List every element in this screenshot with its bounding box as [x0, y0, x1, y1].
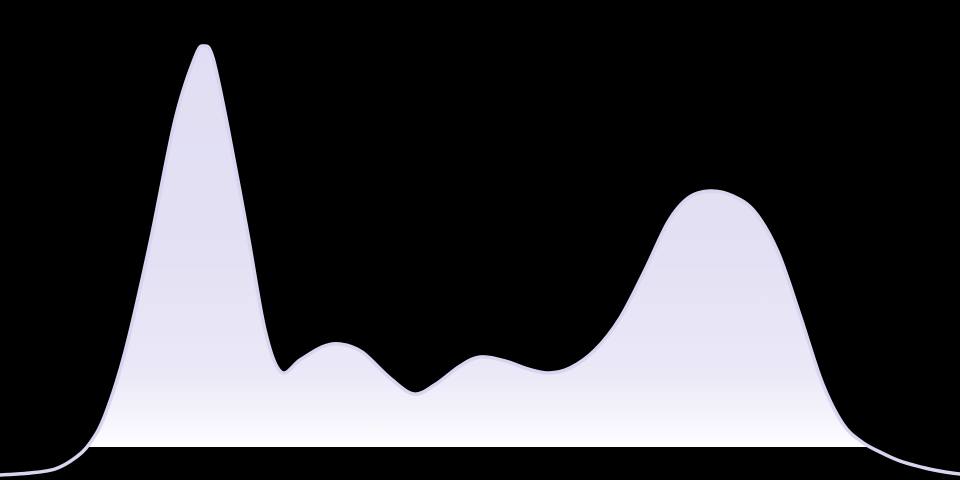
area-fill [0, 45, 960, 447]
curve-line [0, 44, 960, 477]
